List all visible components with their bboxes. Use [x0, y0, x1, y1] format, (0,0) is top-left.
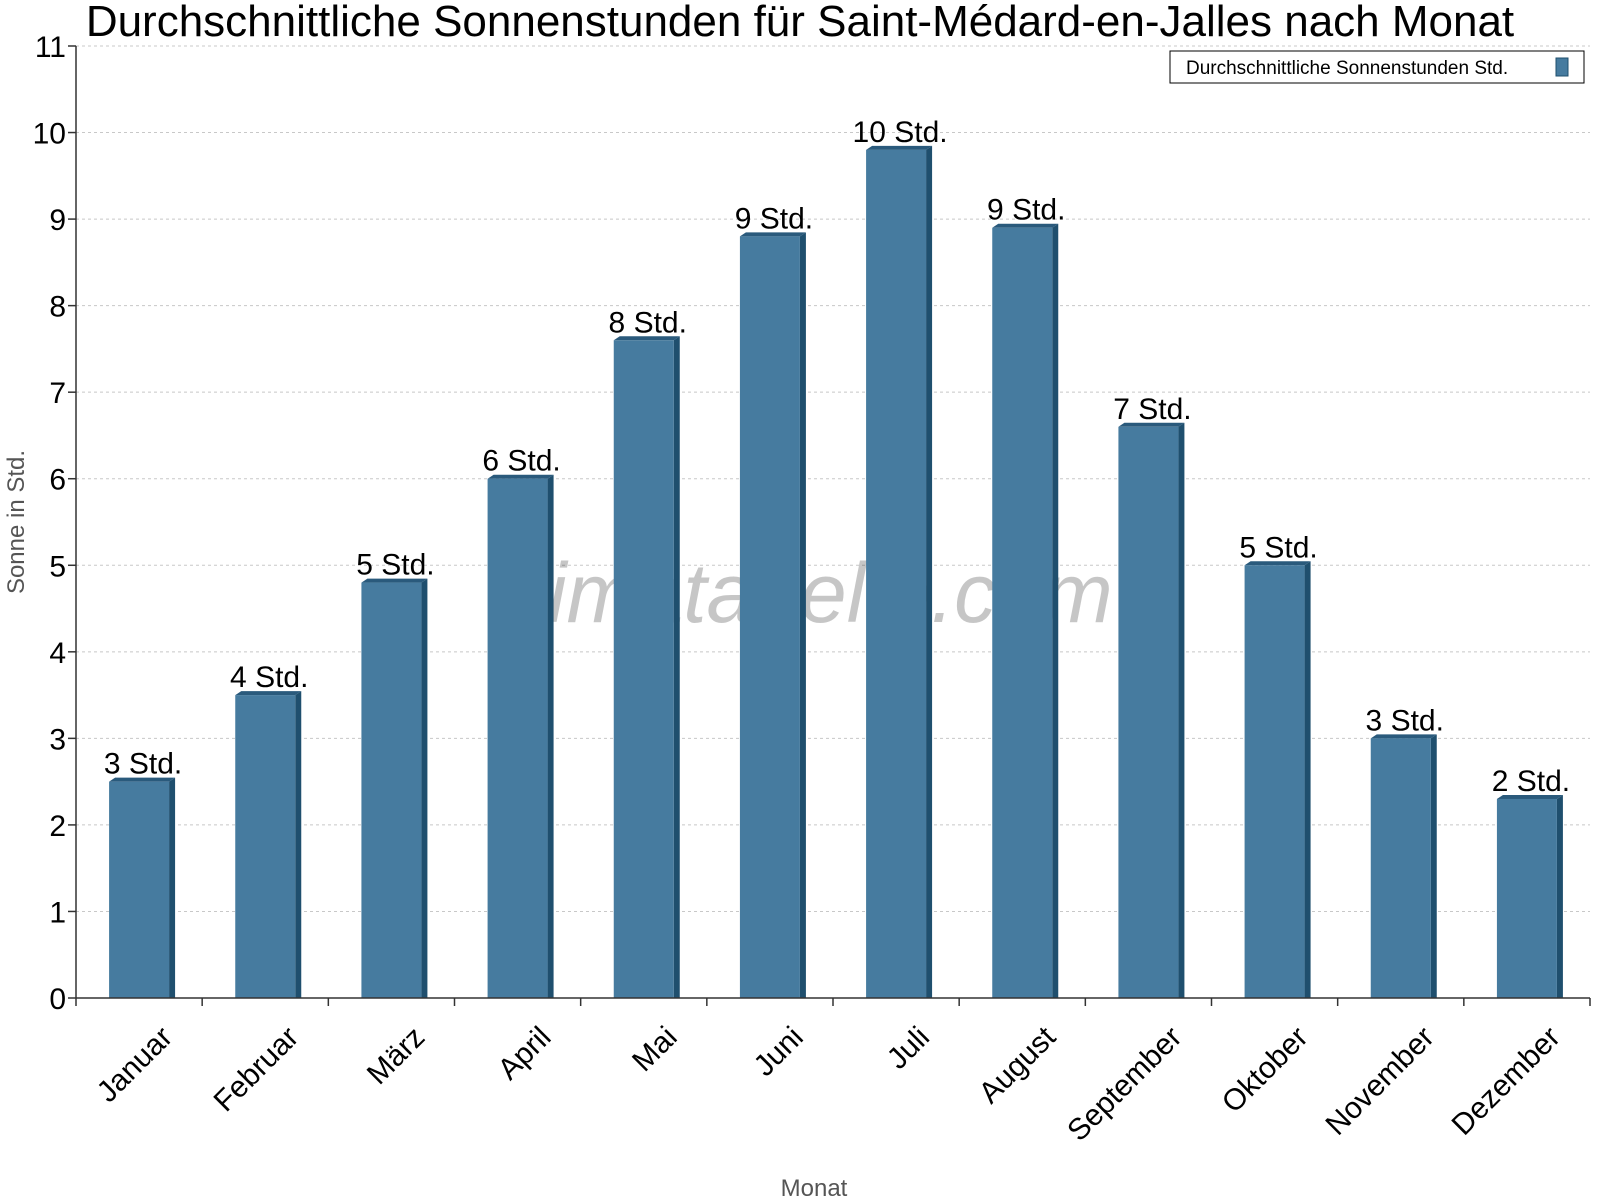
bar-side: [1178, 422, 1185, 998]
bar-side: [421, 578, 428, 998]
x-tick-label: August: [973, 1020, 1063, 1110]
bar: [235, 695, 296, 998]
bar-side: [673, 336, 680, 999]
bar-top: [1496, 794, 1563, 799]
data-label: 2 Std.: [1492, 765, 1570, 798]
x-tick-label: Oktober: [1216, 1021, 1315, 1120]
bar-side: [547, 474, 554, 998]
bar-side: [926, 145, 933, 998]
y-tick-label: 11: [35, 31, 66, 64]
y-tick-label: 9: [49, 204, 66, 237]
bar: [1496, 798, 1557, 998]
bar-top: [1244, 561, 1311, 566]
bars: 3 Std. 4 Std. 5 Std. 6 Std. 8 Std. 9 Std. 10 S…: [104, 116, 1570, 999]
x-tick-label: Juli: [881, 1021, 936, 1076]
x-tick-label: Mai: [626, 1021, 684, 1079]
bar-group: 3 Std.: [1366, 704, 1444, 998]
bar-top: [1118, 422, 1185, 427]
bar-group: 8 Std.: [609, 306, 687, 999]
bar-top: [487, 474, 554, 479]
bar-side: [1556, 794, 1563, 998]
bar-group: 9 Std.: [987, 194, 1065, 998]
bar-top: [992, 223, 1059, 228]
data-label: 8 Std.: [609, 306, 687, 339]
y-tick-label: 5: [49, 550, 66, 583]
bar-top: [235, 691, 302, 696]
bar-side: [1304, 561, 1311, 998]
x-tick-label: Juni: [748, 1021, 810, 1083]
bar-side: [1052, 223, 1059, 998]
gridlines: [76, 45, 1590, 912]
bar: [739, 236, 800, 998]
x-tick-label: Dezember: [1446, 1021, 1567, 1142]
bar-side: [799, 232, 806, 998]
data-label: 3 Std.: [104, 748, 182, 781]
bar-side: [295, 691, 302, 998]
x-tick-label: März: [361, 1021, 431, 1091]
bar: [1244, 565, 1305, 998]
y-tick-label: 6: [49, 464, 66, 497]
legend-swatch: [1555, 57, 1569, 77]
data-label: 3 Std.: [1366, 704, 1444, 737]
data-label: 9 Std.: [735, 202, 813, 235]
y-tick-label: 10: [33, 118, 66, 151]
bar: [1118, 426, 1179, 998]
bar-group: 2 Std.: [1492, 765, 1570, 998]
data-label: 9 Std.: [987, 194, 1065, 227]
y-tick-label: 2: [49, 810, 66, 843]
y-tick-label: 8: [49, 291, 66, 324]
bar: [613, 340, 674, 999]
x-tick-label: September: [1061, 1021, 1188, 1148]
y-tick-label: 4: [49, 637, 66, 670]
x-tick-label: November: [1319, 1021, 1440, 1142]
x-axis-title: Monat: [781, 1175, 848, 1200]
bar-group: 5 Std.: [1239, 531, 1318, 998]
legend: Durchschnittliche Sonnenstunden Std.: [1169, 50, 1585, 84]
data-label: 5 Std.: [356, 549, 434, 582]
bar-side: [169, 777, 176, 998]
data-label: 4 Std.: [230, 661, 308, 694]
bar-side: [1430, 734, 1437, 998]
bar-group: 9 Std.: [735, 202, 813, 998]
x-tick-label: April: [492, 1021, 558, 1087]
bar-top: [1370, 734, 1437, 739]
bar-top: [361, 578, 428, 583]
y-tick-label: 1: [49, 896, 66, 929]
x-tick-label: Januar: [91, 1021, 179, 1109]
bar-top: [613, 336, 680, 341]
bar: [487, 478, 548, 998]
y-tick-label: 7: [49, 377, 66, 410]
bar-group: 6 Std.: [482, 445, 561, 998]
legend-label: Durchschnittliche Sonnenstunden Std.: [1186, 58, 1508, 79]
bar-top: [866, 145, 933, 150]
y-tick-label: 0: [49, 983, 66, 1016]
bar: [992, 227, 1053, 998]
y-axis-title: Sonne in Std.: [3, 450, 30, 594]
legend-box: [1169, 50, 1585, 84]
bar-group: 5 Std.: [356, 549, 435, 998]
bar-group: 4 Std.: [230, 661, 308, 998]
bar: [1370, 738, 1431, 998]
bar-top: [109, 777, 176, 782]
y-tick-label: 3: [49, 723, 66, 756]
data-label: 7 Std.: [1113, 393, 1191, 426]
bar-top: [739, 232, 806, 237]
bar: [109, 781, 170, 998]
bar: [361, 582, 422, 998]
chart-title: Durchschnittliche Sonnenstunden für Sain…: [86, 0, 1514, 46]
bar: [866, 149, 927, 998]
bar-group: 7 Std.: [1113, 393, 1192, 998]
bar-group: 3 Std.: [104, 748, 182, 998]
data-label: 10 Std.: [853, 116, 948, 149]
data-label: 6 Std.: [482, 445, 560, 478]
bar-group: 10 Std.: [853, 116, 948, 998]
x-tick-label: Februar: [208, 1021, 306, 1119]
data-label: 5 Std.: [1239, 531, 1317, 564]
